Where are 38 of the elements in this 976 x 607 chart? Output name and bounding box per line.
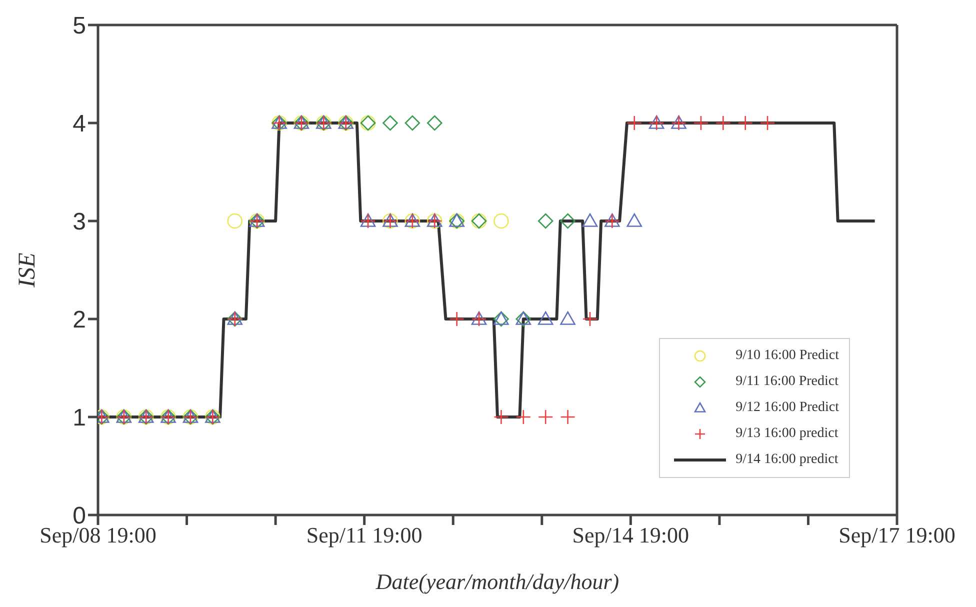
point [560, 409, 576, 425]
point [626, 213, 642, 227]
x-tick-label: Sep/14 19:00 [572, 522, 690, 548]
x-tick-label: Sep/17 19:00 [838, 522, 956, 548]
x-tick-label: Sep/11 19:00 [306, 522, 422, 548]
point [449, 311, 464, 327]
point [227, 213, 243, 229]
legend-label: 9/14 16:00 predict [736, 452, 838, 468]
point [715, 115, 731, 131]
point [538, 213, 554, 229]
point [560, 311, 576, 325]
point [516, 409, 532, 425]
legend-label: 9/10 16:00 Predict [736, 348, 839, 364]
x-axis-title: Date(year/month/day/hour) [374, 569, 620, 594]
point [560, 213, 576, 229]
point [626, 115, 642, 131]
y-tick-label: 3 [72, 208, 86, 236]
point [538, 311, 554, 325]
x-tick-label: Sep/08 19:00 [40, 522, 156, 548]
y-tick-label: 1 [72, 404, 86, 432]
legend-label: 9/11 16:00 Predict [736, 374, 838, 390]
point [538, 409, 554, 425]
legend-label: 9/13 16:00 predict [736, 426, 838, 442]
point [404, 115, 420, 131]
y-axis-title: ISE [14, 252, 41, 288]
point [738, 115, 753, 131]
y-tick-label: 5 [72, 12, 86, 40]
legend-label: 9/12 16:00 Predict [736, 400, 839, 416]
point [582, 311, 598, 327]
point [693, 115, 709, 131]
point [494, 213, 509, 229]
y-tick-label: 2 [72, 306, 86, 334]
y-tick-label: 4 [72, 110, 86, 138]
point [582, 213, 598, 227]
point [426, 115, 442, 131]
point [760, 115, 776, 131]
point [382, 115, 398, 131]
point [494, 409, 509, 425]
